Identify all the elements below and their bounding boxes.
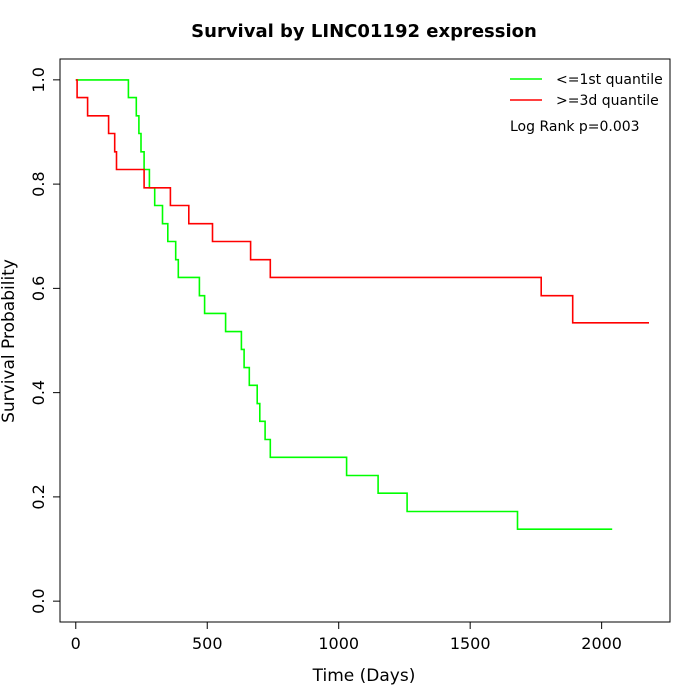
x-axis-label: Time (Days) [312,666,416,686]
y-tick-label: 0.6 [29,276,48,301]
log-rank-annotation: Log Rank p=0.003 [510,119,640,135]
y-tick-label: 0.2 [29,484,48,509]
y-axis: 0.0 0.2 0.4 0.6 0.8 1.0 [29,67,61,614]
legend-label-high: >=3d quantile [556,93,659,109]
x-tick-label: 500 [192,634,223,653]
x-tick-label: 1500 [450,634,491,653]
series-layer [75,79,649,530]
series-line-high-expression [75,79,649,324]
y-tick-label: 0.0 [29,588,48,613]
plot-frame [59,58,671,623]
y-tick-label: 0.4 [29,380,48,405]
x-tick-label: 0 [71,634,81,653]
x-axis: 0 500 1000 1500 2000 [71,621,622,653]
chart-title: Survival by LINC01192 expression [191,21,537,42]
x-tick-label: 1000 [318,634,359,653]
legend: <=1st quantile >=3d quantile [510,72,663,109]
legend-label-low: <=1st quantile [556,72,663,88]
y-tick-label: 1.0 [29,67,48,92]
y-tick-label: 0.8 [29,171,48,196]
series-line-low-expression [75,79,613,530]
y-axis-label: Survival Probability [0,259,19,423]
x-tick-label: 2000 [581,634,622,653]
